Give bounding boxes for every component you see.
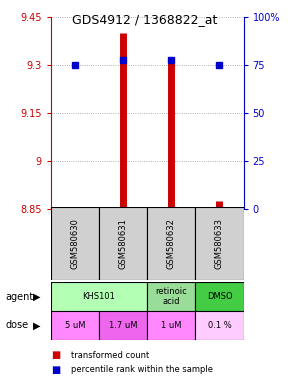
Bar: [99, 311, 147, 340]
Bar: [195, 311, 244, 340]
Bar: [99, 207, 147, 280]
Text: agent: agent: [6, 291, 34, 302]
Text: GDS4912 / 1368822_at: GDS4912 / 1368822_at: [72, 13, 218, 26]
Text: ■: ■: [51, 365, 60, 375]
Text: DMSO: DMSO: [207, 292, 232, 301]
Bar: [147, 282, 195, 311]
Text: GSM580631: GSM580631: [119, 218, 128, 269]
Bar: [51, 282, 147, 311]
Text: GSM580633: GSM580633: [215, 218, 224, 269]
Text: retinoic
acid: retinoic acid: [155, 287, 187, 306]
Text: 0.1 %: 0.1 %: [208, 321, 231, 330]
Bar: [51, 207, 99, 280]
Bar: [147, 311, 195, 340]
Text: 5 uM: 5 uM: [65, 321, 85, 330]
Bar: [195, 207, 244, 280]
Text: dose: dose: [6, 320, 29, 331]
Text: ▶: ▶: [32, 291, 40, 302]
Bar: [51, 311, 99, 340]
Bar: [147, 207, 195, 280]
Text: percentile rank within the sample: percentile rank within the sample: [71, 365, 213, 374]
Text: 1 uM: 1 uM: [161, 321, 182, 330]
Text: transformed count: transformed count: [71, 351, 149, 359]
Bar: [195, 282, 244, 311]
Text: GSM580630: GSM580630: [70, 218, 79, 269]
Text: GSM580632: GSM580632: [167, 218, 176, 269]
Text: KHS101: KHS101: [83, 292, 115, 301]
Text: 1.7 uM: 1.7 uM: [109, 321, 137, 330]
Text: ■: ■: [51, 350, 60, 360]
Text: ▶: ▶: [32, 320, 40, 331]
